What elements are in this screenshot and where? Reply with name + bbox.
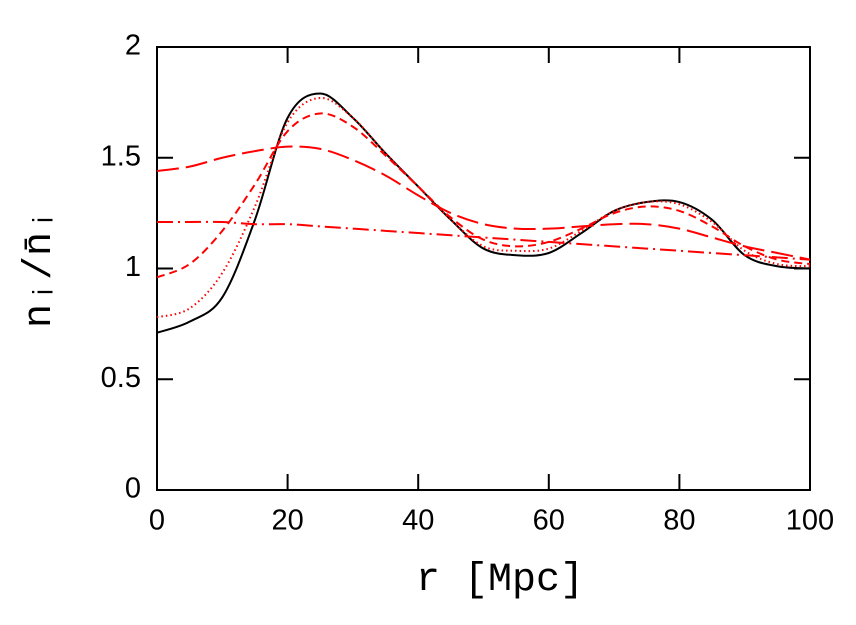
series-line bbox=[156, 112, 811, 279]
y-tick-label: 1.5 bbox=[101, 140, 141, 172]
x-tick-label: 60 bbox=[533, 505, 565, 537]
series-line bbox=[156, 145, 811, 261]
x-tick-label: 20 bbox=[271, 505, 303, 537]
x-tick-label: 100 bbox=[786, 505, 834, 537]
y-tick-label: 0 bbox=[125, 473, 141, 505]
x-tick-label: 0 bbox=[149, 505, 165, 537]
x-tick-label: 80 bbox=[663, 505, 695, 537]
x-axis-label: r [Mpc] bbox=[416, 558, 584, 603]
series-line bbox=[156, 96, 811, 319]
y-tick-label: 2 bbox=[125, 30, 141, 62]
y-axis-label: nᵢ/n̄ᵢ bbox=[18, 208, 63, 328]
series-line bbox=[156, 92, 811, 334]
plot-frame bbox=[156, 46, 811, 491]
series-line bbox=[157, 220, 811, 261]
y-tick-label: 1 bbox=[125, 251, 141, 283]
y-tick-label: 0.5 bbox=[101, 362, 141, 394]
x-tick-label: 40 bbox=[402, 505, 434, 537]
